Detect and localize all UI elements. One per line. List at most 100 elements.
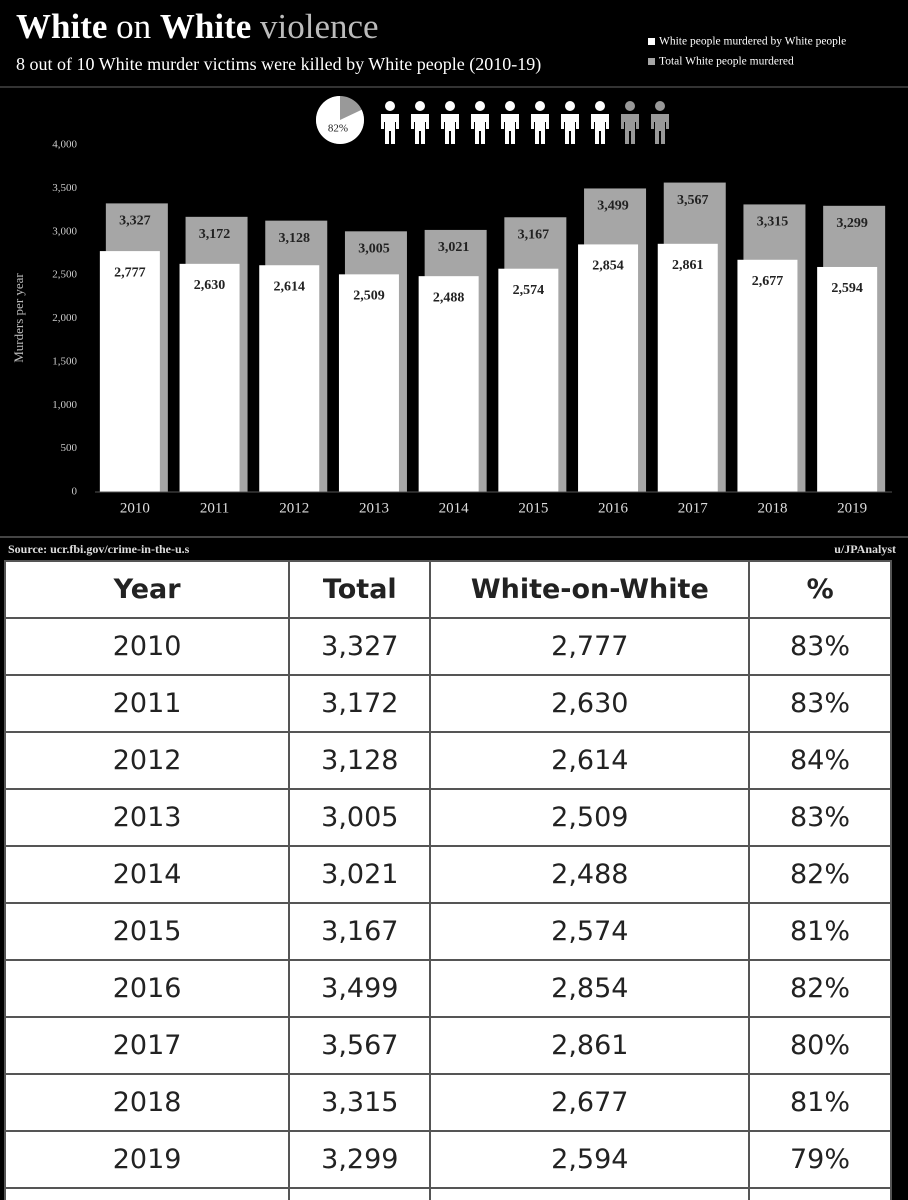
table-cell: 82% <box>748 959 892 1018</box>
x-tick-label: 2010 <box>120 500 150 516</box>
icon-head <box>535 101 545 111</box>
x-tick-label: 2019 <box>837 500 867 516</box>
table-cell: 3,128 <box>288 731 432 790</box>
data-label: 3,128 <box>279 231 311 246</box>
table-cell: 26,578 <box>429 1187 751 1200</box>
icon-body <box>651 114 669 144</box>
y-tick-label: 1,000 <box>52 399 77 411</box>
table-cell: White-on-White <box>429 560 751 619</box>
x-tick-label: 2014 <box>439 500 470 516</box>
table-cell: 2019 <box>3 1130 291 1189</box>
person-icon <box>561 101 579 144</box>
icon-head <box>565 101 575 111</box>
icon-body <box>381 114 399 144</box>
source: Source: ucr.fbi.gov/crime-in-the-u.s <box>8 542 190 556</box>
legend-swatch <box>648 38 655 45</box>
person-icon <box>591 101 609 144</box>
table-cell: 3,327 <box>288 617 432 676</box>
data-label: 2,574 <box>513 283 545 298</box>
chart-title: White on White violence <box>16 7 379 46</box>
y-axis-title: Murders per year <box>11 273 26 363</box>
title-word: White <box>160 7 251 46</box>
y-tick-label: 4,000 <box>52 139 77 151</box>
table-cell: 3,167 <box>288 902 432 961</box>
bar-white <box>99 251 160 492</box>
icon-head <box>655 101 665 111</box>
y-tick-label: 3,000 <box>52 225 77 237</box>
bar-white <box>498 268 559 492</box>
icon-body <box>471 114 489 144</box>
table-cell: 2,630 <box>429 674 751 733</box>
person-icon <box>471 101 489 144</box>
table-cell: 2,594 <box>429 1130 751 1189</box>
table-cell: Total <box>288 560 432 619</box>
person-icon <box>411 101 429 144</box>
table-cell: 2015 <box>3 902 291 961</box>
data-label: 2,509 <box>353 289 385 304</box>
table-row: Ten Year Total32,50026,57882% <box>3 1187 892 1200</box>
legend-label: Total White people murdered <box>659 56 794 68</box>
icon-body <box>441 114 459 144</box>
bar-white <box>179 263 240 492</box>
icon-head <box>505 101 515 111</box>
icon-head <box>595 101 605 111</box>
table-cell: 81% <box>748 1073 892 1132</box>
table-cell: 2010 <box>3 617 291 676</box>
table-row: 2010 3,327 2,777 83% <box>3 617 892 676</box>
bar-white <box>657 243 718 492</box>
table-row: 2015 3,167 2,574 81% <box>3 902 892 961</box>
table-row: 2014 3,021 2,488 82% <box>3 845 892 904</box>
table-cell: 3,567 <box>288 1016 432 1075</box>
icon-body <box>561 114 579 144</box>
table-row: 2011 3,172 2,630 83% <box>3 674 892 733</box>
data-label: 3,005 <box>358 242 390 257</box>
icon-body <box>621 114 639 144</box>
table-row: 2013 3,005 2,509 83% <box>3 788 892 847</box>
table-cell: 2,861 <box>429 1016 751 1075</box>
table-row: 2018 3,315 2,677 81% <box>3 1073 892 1132</box>
icon-head <box>385 101 395 111</box>
x-tick-label: 2011 <box>200 500 229 516</box>
y-tick-label: 2,500 <box>52 269 77 281</box>
table-cell: 2011 <box>3 674 291 733</box>
bar-white <box>418 276 479 492</box>
table-cell: 2,488 <box>429 845 751 904</box>
table-cell: 3,021 <box>288 845 432 904</box>
x-tick-label: 2016 <box>598 500 629 516</box>
table-cell: 84% <box>748 731 892 790</box>
y-tick-label: 2,000 <box>52 312 77 324</box>
table-cell: 2013 <box>3 788 291 847</box>
person-icon <box>651 101 669 144</box>
credit: u/JPAnalyst <box>834 542 896 556</box>
pie-slice <box>316 96 364 144</box>
table-cell: 3,315 <box>288 1073 432 1132</box>
table-cell: 83% <box>748 617 892 676</box>
chart: White on White violence 8 out of 10 Whit… <box>0 7 908 556</box>
legend-swatch <box>648 58 655 65</box>
table-row: Year Total White-on-White% <box>3 560 892 619</box>
table-cell: 2,574 <box>429 902 751 961</box>
x-tick-label: 2018 <box>757 500 787 516</box>
table-cell: Ten Year Total <box>3 1187 291 1200</box>
data-label: 2,777 <box>114 265 146 280</box>
icon-body <box>591 114 609 144</box>
bar-white <box>737 259 798 492</box>
data-label: 2,677 <box>752 274 784 289</box>
title-word: White <box>16 7 107 46</box>
data-label: 3,021 <box>438 240 470 255</box>
table-cell: 82% <box>748 845 892 904</box>
title-word: violence <box>260 7 379 46</box>
bar-white <box>259 265 320 492</box>
table-cell: Year <box>3 560 291 619</box>
icon-head <box>625 101 635 111</box>
y-tick-label: 500 <box>61 442 78 454</box>
bar-white <box>578 244 639 492</box>
pie-label: 82% <box>328 123 348 135</box>
table-row: 2017 3,567 2,861 80% <box>3 1016 892 1075</box>
table-cell: % <box>748 560 892 619</box>
y-tick-label: 0 <box>72 486 78 498</box>
table-cell: 80% <box>748 1016 892 1075</box>
table-cell: 2,854 <box>429 959 751 1018</box>
data-label: 3,499 <box>597 199 629 214</box>
